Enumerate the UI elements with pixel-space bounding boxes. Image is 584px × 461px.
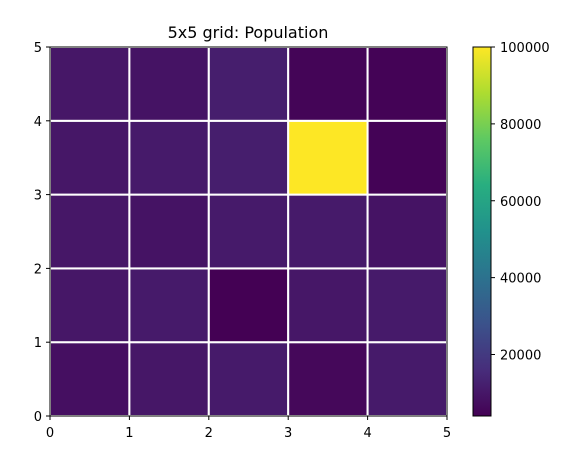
heatmap-cell xyxy=(288,121,367,195)
y-axis: 0 1 2 3 4 5 xyxy=(34,41,50,425)
colorbar-tick-label: 60000 xyxy=(500,195,541,210)
y-tick-label: 3 xyxy=(34,189,42,204)
chart-title: 5x5 grid: Population xyxy=(168,23,329,42)
heatmap-cell xyxy=(288,195,367,269)
heatmap-cell xyxy=(288,342,367,416)
colorbar-tick-label: 100000 xyxy=(500,41,550,56)
heatmap-cell xyxy=(50,342,129,416)
y-tick-label: 1 xyxy=(34,336,42,351)
heatmap-cell xyxy=(288,268,367,342)
heatmap-cell xyxy=(129,121,208,195)
y-tick-label: 4 xyxy=(34,115,42,130)
colorbar xyxy=(473,47,491,416)
colorbar-tick-label: 80000 xyxy=(500,118,541,133)
heatmap-cell xyxy=(209,47,288,121)
heatmap-cell xyxy=(368,47,447,121)
heatmap-cell xyxy=(209,121,288,195)
heatmap-cell xyxy=(50,268,129,342)
heatmap-cell xyxy=(129,195,208,269)
heatmap-cell xyxy=(50,121,129,195)
x-tick-label: 3 xyxy=(284,426,292,441)
heatmap-cell xyxy=(209,268,288,342)
x-tick-label: 1 xyxy=(125,426,133,441)
heatmap-cell xyxy=(288,47,367,121)
heatmap-cell xyxy=(129,268,208,342)
x-tick-label: 2 xyxy=(205,426,213,441)
heatmap-cell xyxy=(368,268,447,342)
heatmap-cell xyxy=(368,121,447,195)
heatmap-cell xyxy=(129,47,208,121)
heatmap-cells xyxy=(50,47,447,416)
heatmap-cell xyxy=(50,47,129,121)
heatmap-cell xyxy=(129,342,208,416)
heatmap-cell xyxy=(368,195,447,269)
y-tick-label: 0 xyxy=(34,410,42,425)
heatmap-cell xyxy=(209,342,288,416)
x-tick-label: 0 xyxy=(46,426,54,441)
x-axis: 0 1 2 3 4 5 xyxy=(46,416,451,441)
colorbar-tick-label: 40000 xyxy=(500,272,541,287)
y-tick-label: 5 xyxy=(34,41,42,56)
x-tick-label: 4 xyxy=(363,426,371,441)
heatmap-cell xyxy=(50,195,129,269)
colorbar-axis: 20000 40000 60000 80000 100000 xyxy=(491,41,550,364)
y-tick-label: 2 xyxy=(34,262,42,277)
x-tick-label: 5 xyxy=(443,426,451,441)
colorbar-tick-label: 20000 xyxy=(500,349,541,364)
heatmap-cell xyxy=(209,195,288,269)
heatmap-cell xyxy=(368,342,447,416)
